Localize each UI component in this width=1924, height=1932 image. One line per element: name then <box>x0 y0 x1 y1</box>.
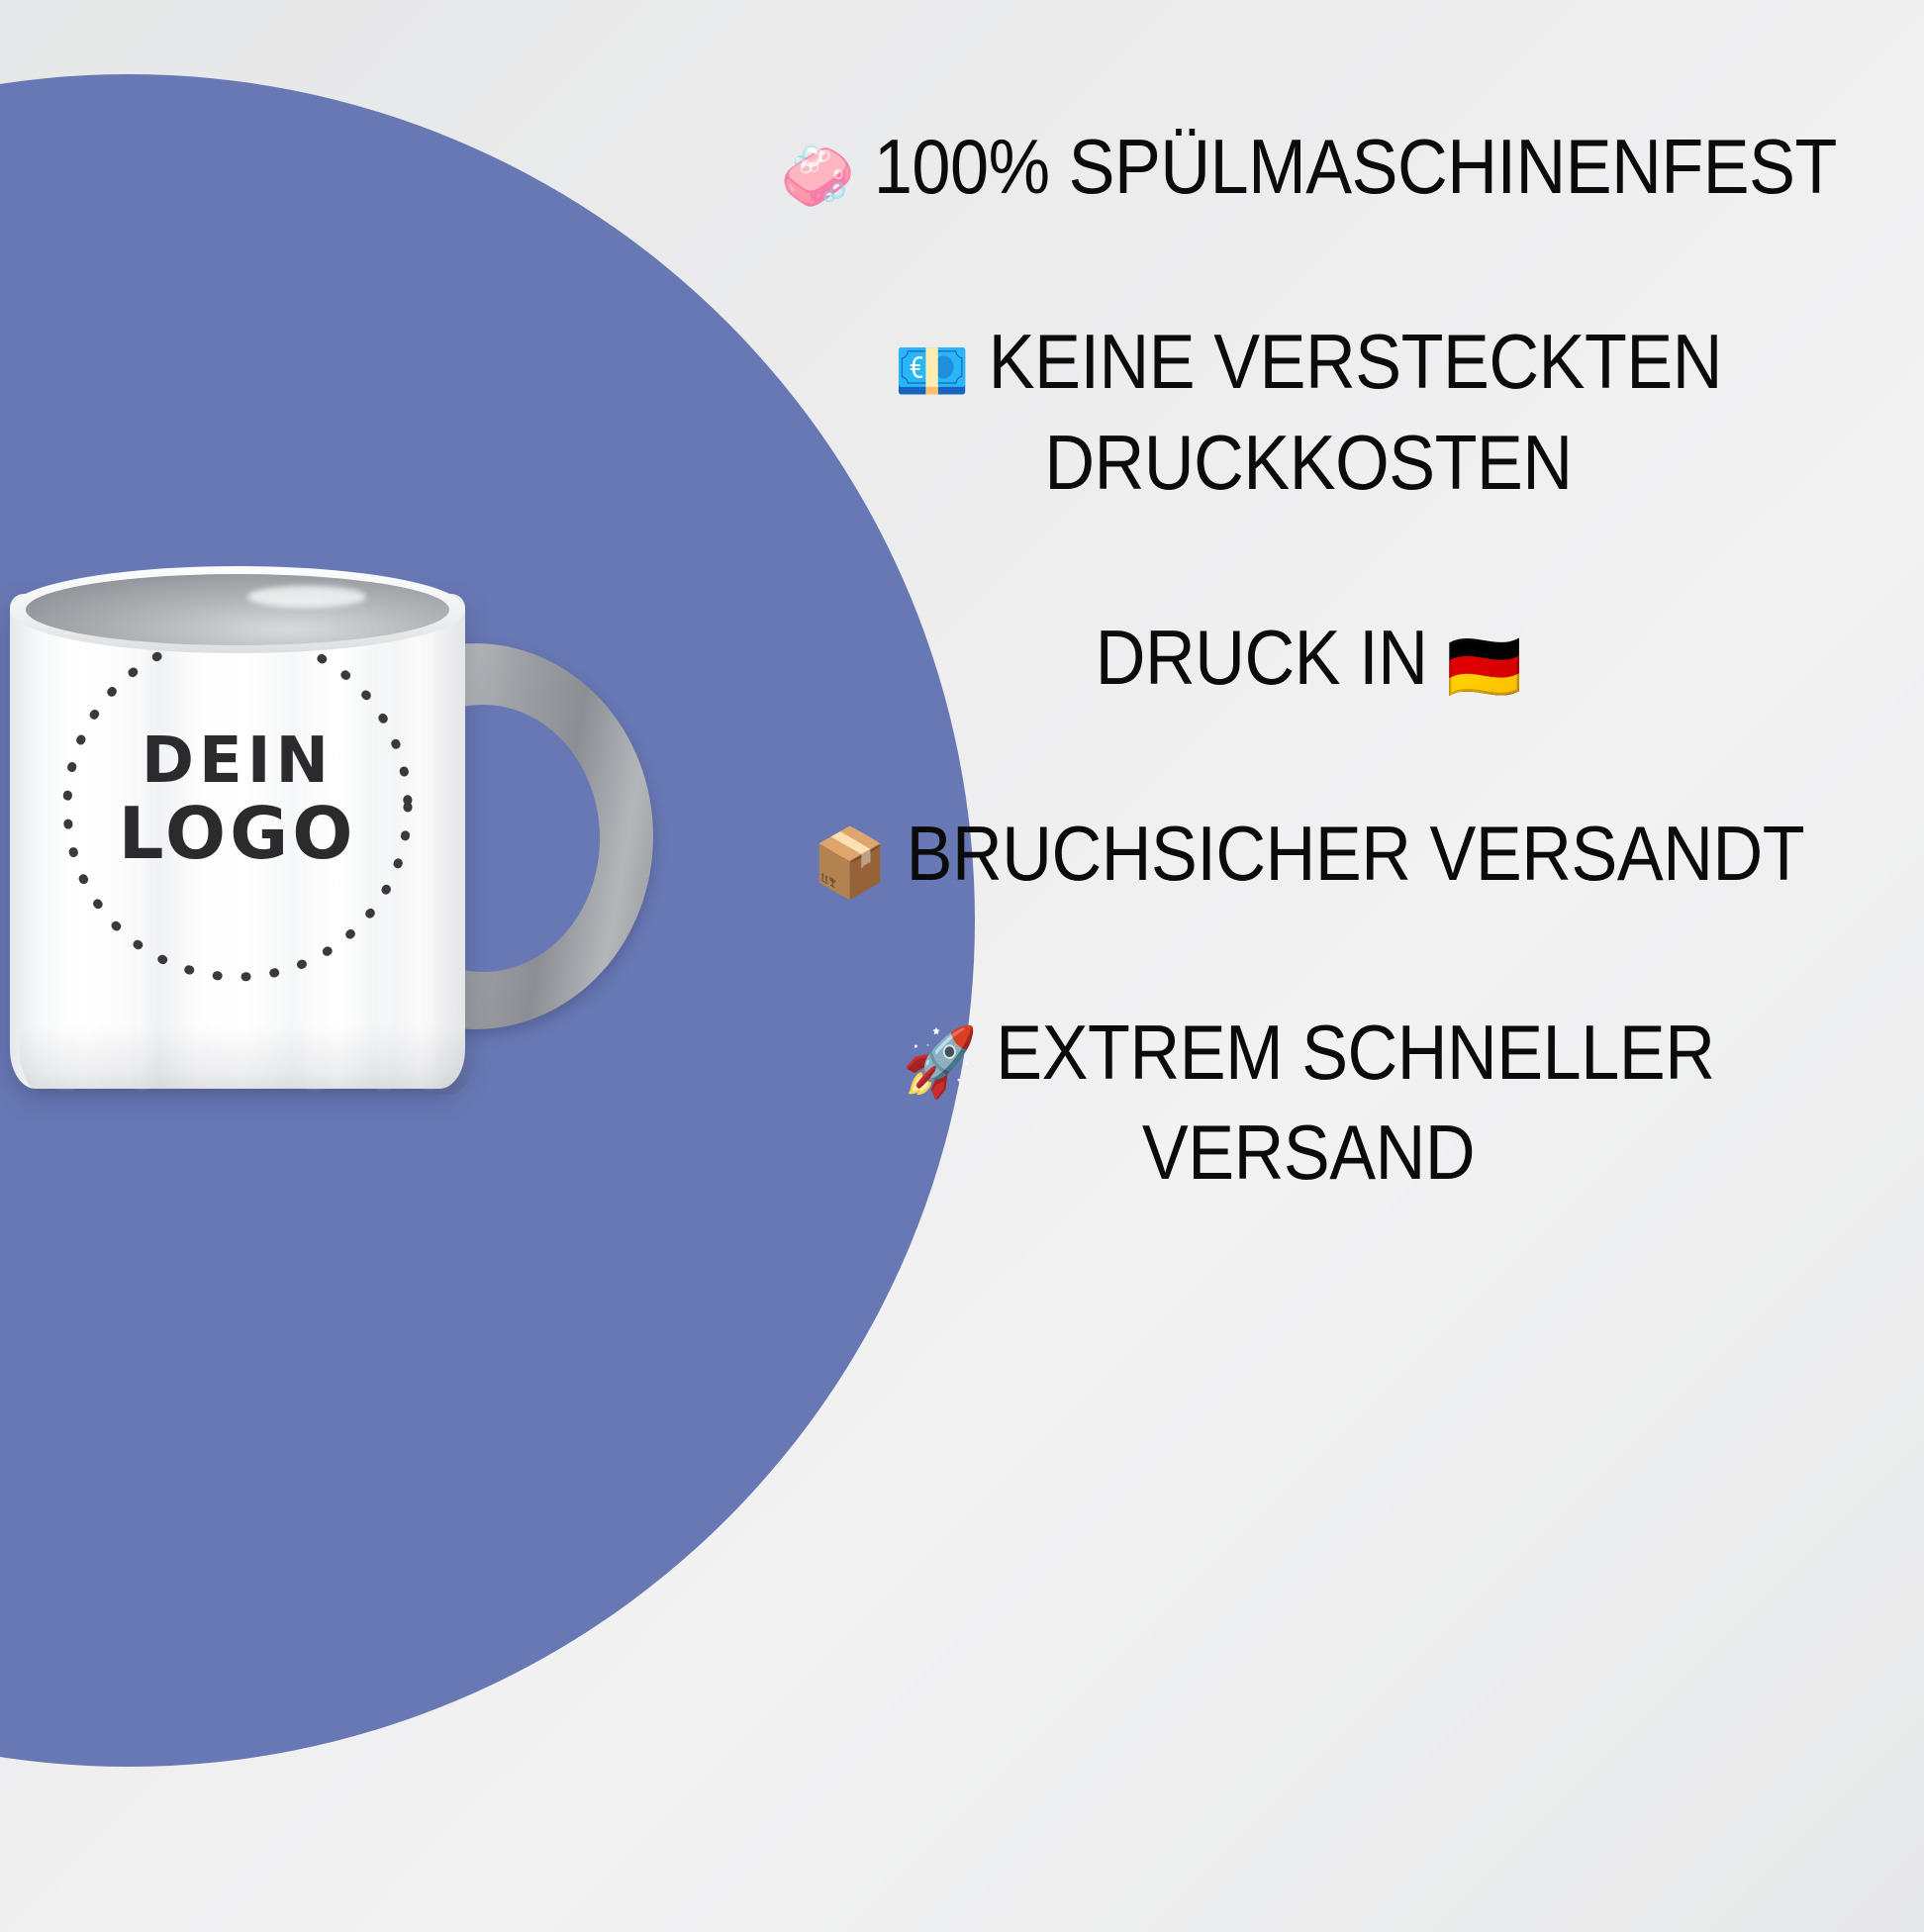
german-flag-icon: 🇩🇪 <box>1446 628 1522 708</box>
feature-list: 🧼 100% SPÜLMASCHINENFEST 💶 KEINE VERSTEC… <box>693 0 1924 1932</box>
soap-icon: 🧼 <box>780 138 855 216</box>
feature-label: BRUCHSICHER VERSANDT <box>906 809 1805 897</box>
logo-line-dein: DEIN <box>141 724 335 798</box>
ceramic-highlight <box>307 604 321 1089</box>
mug-product-photo: DEIN LOGO <box>0 566 693 1109</box>
ceramic-highlight <box>426 604 434 1089</box>
feature-label: EXTREM SCHNELLER VERSAND <box>996 1008 1715 1197</box>
feature-label: 100% SPÜLMASCHINENFEST <box>873 123 1838 210</box>
feature-label: DRUCK IN <box>1095 614 1428 702</box>
rocket-icon: 🚀 <box>902 1022 978 1102</box>
feature-item-printed-in-germany: DRUCK IN 🇩🇪 <box>754 608 1863 708</box>
ceramic-highlight <box>137 604 146 1089</box>
mug-body: DEIN LOGO <box>10 594 475 1095</box>
logo-placeholder-text: DEIN LOGO <box>69 724 406 876</box>
feature-label: KEINE VERSTECKTEN DRUCKKOSTEN <box>988 318 1723 506</box>
feature-item-break-proof-shipping: 📦 BRUCHSICHER VERSANDT <box>754 804 1863 904</box>
ceramic-highlight <box>57 604 73 1089</box>
ceramic-highlight <box>378 604 390 1089</box>
mug-interior-gloss <box>247 586 366 608</box>
feature-item-dishwasher-safe: 🧼 100% SPÜLMASCHINENFEST <box>754 117 1863 217</box>
feature-item-fast-shipping: 🚀 EXTREM SCHNELLER VERSAND <box>754 1003 1863 1204</box>
feature-item-no-hidden-print-costs: 💶 KEINE VERSTECKTEN DRUCKKOSTEN <box>754 312 1863 513</box>
euro-banknote-icon: 💶 <box>894 333 970 412</box>
mug-interior <box>26 574 449 645</box>
logo-line-logo: LOGO <box>118 792 357 876</box>
package-box-icon: 📦 <box>812 823 888 903</box>
mug-bottom-shadow <box>20 1025 475 1095</box>
